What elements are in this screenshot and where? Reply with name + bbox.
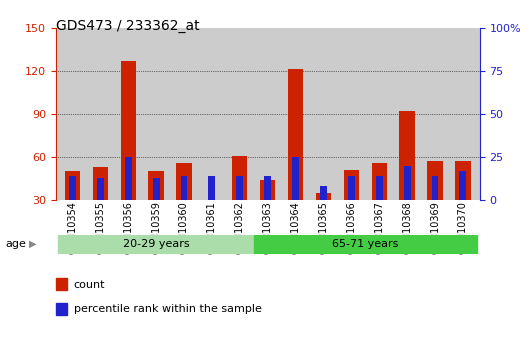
Bar: [65, 171, 80, 200]
Bar: [316, 193, 331, 200]
Bar: [431, 176, 438, 200]
Bar: [264, 176, 271, 200]
Text: 65-71 years: 65-71 years: [332, 239, 399, 249]
Text: count: count: [74, 280, 105, 289]
Bar: [232, 156, 248, 200]
Bar: [176, 163, 192, 200]
Bar: [348, 176, 355, 200]
Bar: [460, 171, 466, 200]
Bar: [93, 167, 108, 200]
Text: 20-29 years: 20-29 years: [123, 239, 189, 249]
Bar: [208, 176, 215, 200]
Bar: [69, 176, 76, 200]
Bar: [343, 170, 359, 200]
Bar: [260, 180, 275, 200]
Bar: [376, 176, 383, 200]
Bar: [97, 178, 104, 200]
Bar: [288, 69, 303, 200]
Bar: [320, 186, 327, 200]
Text: ▶: ▶: [29, 239, 37, 249]
Bar: [292, 157, 299, 200]
Text: GDS473 / 233362_at: GDS473 / 233362_at: [56, 19, 199, 33]
Bar: [455, 161, 471, 200]
Text: percentile rank within the sample: percentile rank within the sample: [74, 304, 261, 314]
Bar: [404, 166, 411, 200]
Bar: [148, 171, 164, 200]
Bar: [58, 235, 254, 254]
Bar: [372, 163, 387, 200]
Bar: [181, 176, 188, 200]
Text: age: age: [5, 239, 26, 249]
Bar: [153, 178, 160, 200]
Bar: [120, 61, 136, 200]
Bar: [427, 161, 443, 200]
Bar: [236, 176, 243, 200]
Bar: [400, 111, 415, 200]
Bar: [125, 157, 131, 200]
Bar: [254, 235, 477, 254]
